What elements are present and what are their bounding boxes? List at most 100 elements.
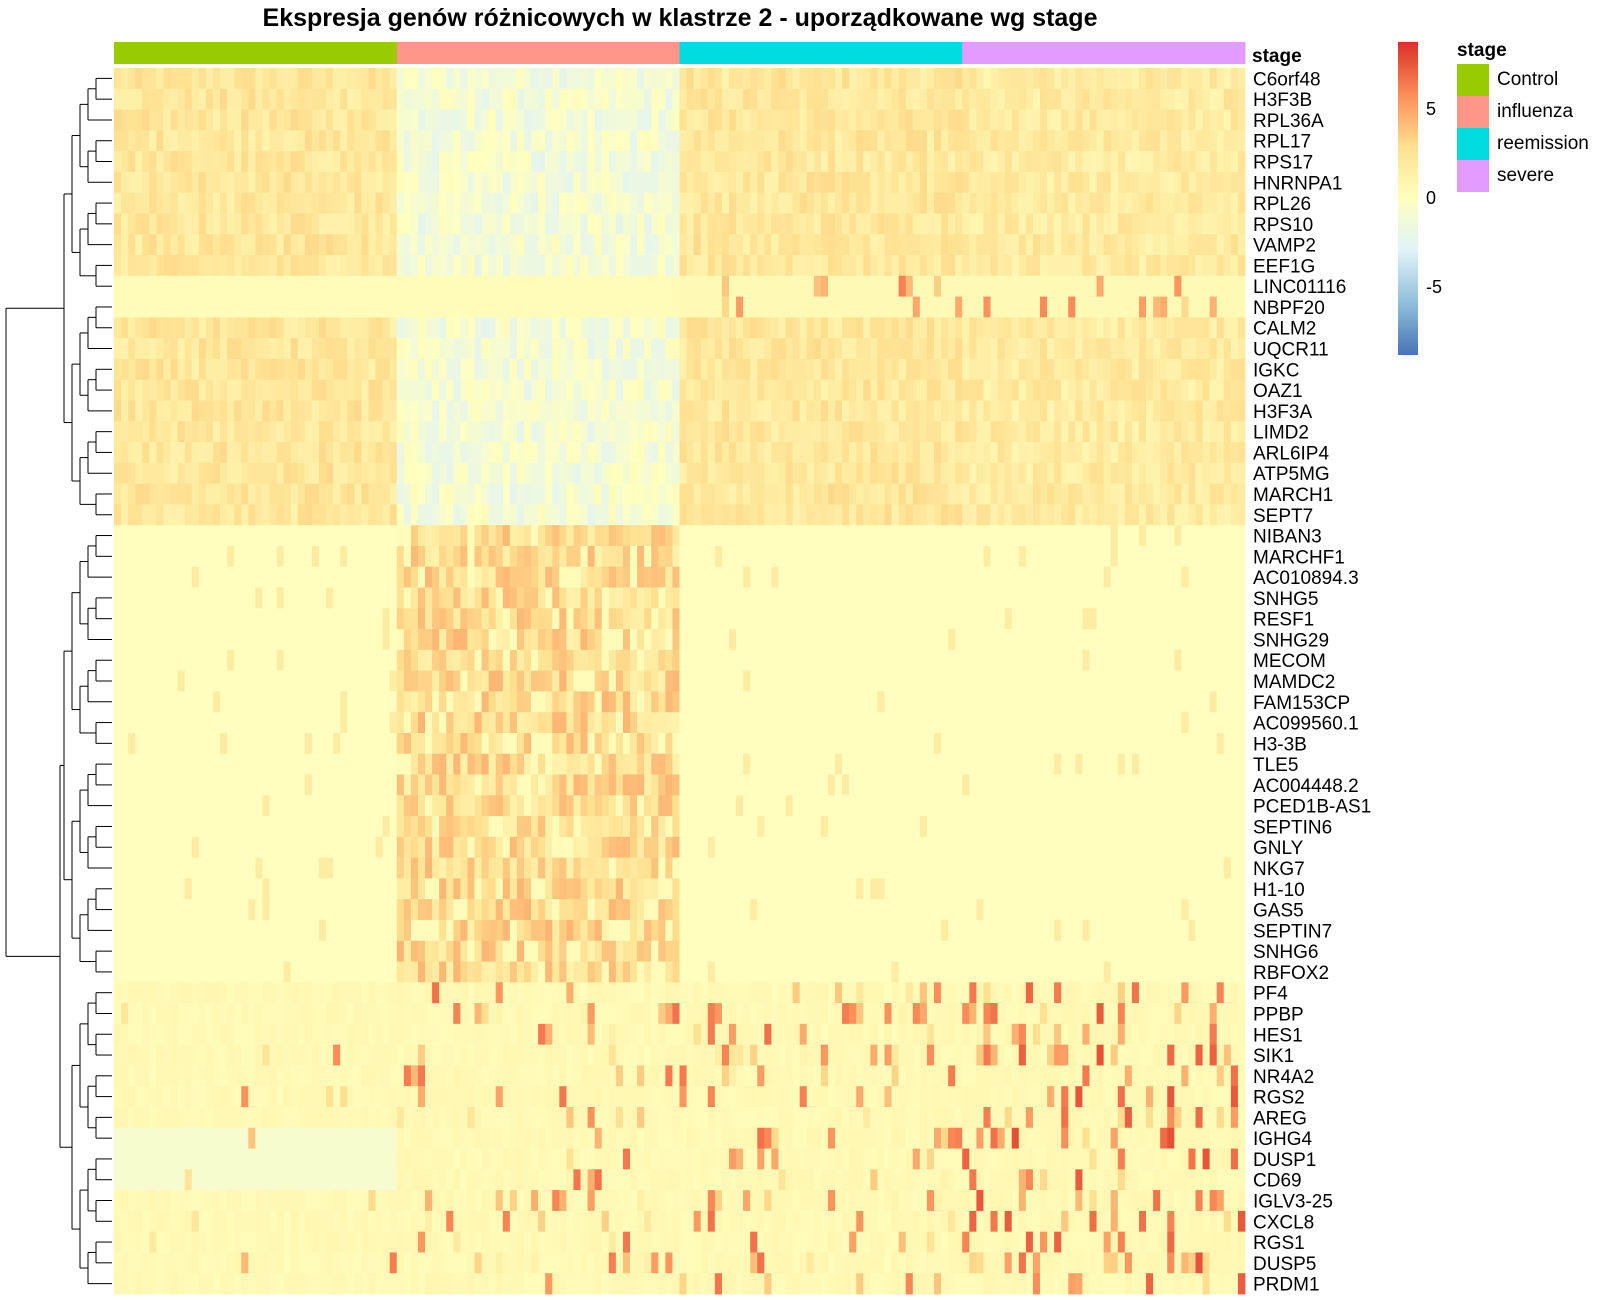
heatmap-cell xyxy=(488,68,497,90)
heatmap-cell xyxy=(728,338,737,360)
heatmap-cell xyxy=(326,234,334,256)
heatmap-cell xyxy=(1223,504,1232,526)
heatmap-cell xyxy=(425,317,433,339)
heatmap-cell xyxy=(552,275,560,297)
heatmap-cell xyxy=(637,317,645,339)
heatmap-cell xyxy=(1209,275,1218,297)
heatmap-cell xyxy=(255,68,263,90)
heatmap-cell xyxy=(700,649,709,672)
heatmap-cell xyxy=(721,483,730,505)
heatmap-cell xyxy=(403,275,412,297)
heatmap-cell xyxy=(156,171,164,194)
heatmap-cell xyxy=(255,442,263,464)
heatmap-cell xyxy=(1004,545,1013,568)
heatmap-cell xyxy=(1011,192,1020,214)
heatmap-cell xyxy=(700,629,709,651)
heatmap-cell xyxy=(495,566,504,588)
heatmap-cell xyxy=(573,296,581,318)
heatmap-cell xyxy=(1237,504,1246,526)
heatmap-cell xyxy=(672,483,680,505)
heatmap-cell xyxy=(622,545,631,568)
heatmap-cell xyxy=(1103,130,1112,152)
heatmap-cell xyxy=(941,462,949,484)
heatmap-cell xyxy=(672,317,680,339)
heatmap-cell xyxy=(1068,587,1076,609)
heatmap-cell xyxy=(856,462,864,484)
heatmap-cell xyxy=(594,483,603,505)
heatmap-cell xyxy=(396,68,405,90)
heatmap-cell xyxy=(1167,338,1175,360)
heatmap-cell xyxy=(220,525,228,547)
heatmap-cell xyxy=(870,213,878,235)
heatmap-cell xyxy=(311,88,320,110)
heatmap-cell xyxy=(750,296,758,318)
heatmap-cell xyxy=(870,649,878,672)
heatmap-cell xyxy=(1167,442,1175,464)
heatmap-cell xyxy=(1160,525,1168,547)
heatmap-cell xyxy=(255,462,263,484)
heatmap-cell xyxy=(948,379,956,401)
heatmap-cell xyxy=(1174,421,1182,443)
heatmap-cell xyxy=(509,504,518,526)
heatmap-cell xyxy=(1032,255,1041,277)
heatmap-cell xyxy=(820,525,829,547)
heatmap-cell xyxy=(290,109,299,131)
heatmap-cell xyxy=(665,379,673,401)
heatmap-cell xyxy=(1004,255,1013,277)
heatmap-cell xyxy=(842,483,850,505)
heatmap-cell xyxy=(1110,379,1119,401)
heatmap-cell xyxy=(651,629,659,651)
heatmap-cell xyxy=(785,296,793,318)
heatmap-cell xyxy=(248,504,256,526)
heatmap-cell xyxy=(1040,462,1048,484)
heatmap-cell xyxy=(1061,649,1069,672)
heatmap-cell xyxy=(474,358,482,381)
heatmap-cell xyxy=(1230,317,1239,339)
heatmap-cell xyxy=(538,171,546,194)
heatmap-cell xyxy=(340,629,348,651)
heatmap-cell xyxy=(516,587,525,609)
heatmap-cell xyxy=(580,545,589,568)
heatmap-cell xyxy=(1054,462,1062,484)
heatmap-cell xyxy=(693,608,702,630)
heatmap-cell xyxy=(622,483,631,505)
heatmap-cell xyxy=(1124,130,1133,152)
heatmap-cell xyxy=(728,358,737,381)
heatmap-cell xyxy=(1011,587,1020,609)
heatmap-cell xyxy=(820,234,829,256)
heatmap-cell xyxy=(1131,171,1140,194)
heatmap-cell xyxy=(410,192,419,214)
heatmap-cell xyxy=(827,483,836,505)
heatmap-cell xyxy=(615,566,624,588)
heatmap-cell xyxy=(1195,483,1203,505)
heatmap-cell xyxy=(764,358,772,381)
heatmap-cell xyxy=(1223,400,1232,422)
heatmap-cell xyxy=(502,88,511,110)
heatmap-cell xyxy=(898,192,907,214)
heatmap-cell xyxy=(630,317,638,339)
heatmap-cell xyxy=(700,483,709,505)
heatmap-cell xyxy=(771,358,779,381)
heatmap-cell xyxy=(637,670,645,692)
heatmap-cell xyxy=(114,545,122,568)
heatmap-cell xyxy=(750,88,758,110)
heatmap-cell xyxy=(248,88,256,110)
heatmap-cell xyxy=(276,379,285,401)
heatmap-cell xyxy=(1138,421,1147,443)
heatmap-cell xyxy=(714,400,723,422)
heatmap-cell xyxy=(969,400,977,422)
heatmap-cell xyxy=(693,566,702,588)
heatmap-cell xyxy=(248,379,256,401)
heatmap-cell xyxy=(714,296,723,318)
heatmap-cell xyxy=(523,379,532,401)
heatmap-cell xyxy=(955,483,963,505)
heatmap-cell xyxy=(778,171,786,194)
heatmap-cell xyxy=(446,317,454,339)
heatmap-cell xyxy=(255,213,263,235)
heatmap-cell xyxy=(905,317,914,339)
heatmap-cell xyxy=(375,234,384,256)
heatmap-cell xyxy=(467,400,475,422)
heatmap-cell xyxy=(630,130,638,152)
heatmap-cell xyxy=(1025,400,1034,422)
heatmap-cell xyxy=(877,400,885,422)
